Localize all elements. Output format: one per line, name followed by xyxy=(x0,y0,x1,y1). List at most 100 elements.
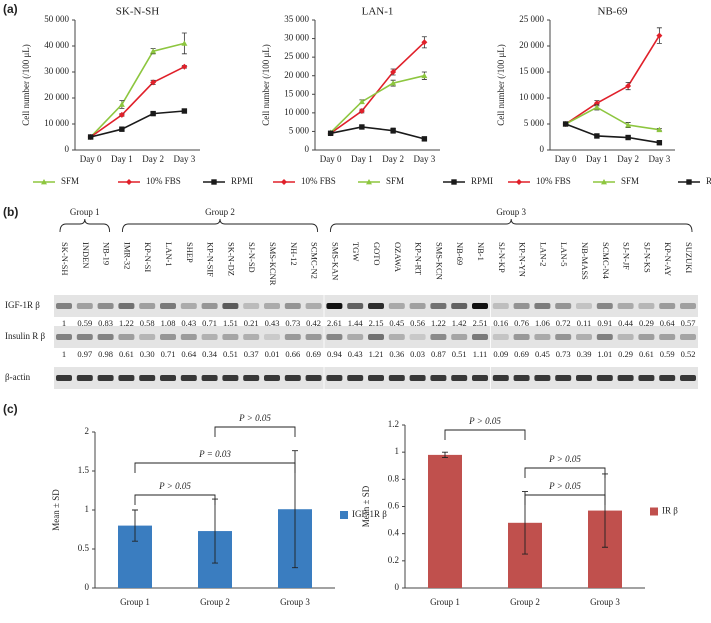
band-value: 0.58 xyxy=(140,318,155,328)
band xyxy=(160,303,176,309)
y-tick-label: 10 000 xyxy=(519,92,544,102)
band xyxy=(388,334,405,340)
band xyxy=(680,303,696,309)
band xyxy=(201,303,218,309)
y-tick-label: 5 000 xyxy=(524,118,545,128)
lane-label: NB-1 xyxy=(476,242,486,261)
membrane xyxy=(324,367,490,389)
band-value: 0.73 xyxy=(285,318,300,328)
marker xyxy=(118,111,125,118)
y-tick-label: 30 000 xyxy=(284,33,309,43)
band-value: 0.45 xyxy=(535,349,550,359)
y-tick-label: 10 000 xyxy=(284,107,309,117)
legend-swatch xyxy=(650,507,658,516)
band-value: 0.51 xyxy=(223,349,238,359)
band xyxy=(243,303,260,309)
group-label: Group 2 xyxy=(205,207,235,217)
band-value: 0.94 xyxy=(327,349,343,359)
p-value: P > 0.05 xyxy=(548,481,581,491)
y-axis-label: Cell number (/100 μL) xyxy=(496,44,506,126)
band-value: 0.91 xyxy=(597,318,612,328)
band xyxy=(97,334,114,340)
band-value: 0.21 xyxy=(244,318,259,328)
band xyxy=(264,375,280,381)
lane-label: KP-N-AY xyxy=(663,242,673,276)
band xyxy=(347,334,364,340)
band-value: 0.01 xyxy=(265,349,280,359)
marker xyxy=(390,127,396,134)
band-value: 0.43 xyxy=(348,349,363,359)
band xyxy=(472,334,488,340)
brace xyxy=(329,218,693,233)
lane-label: SJ-N-SD xyxy=(247,242,257,273)
band xyxy=(555,303,572,309)
band-value: 1.22 xyxy=(431,318,446,328)
band-value: 0.45 xyxy=(389,318,404,328)
marker xyxy=(421,39,428,46)
band xyxy=(160,375,176,381)
band-value: 0.09 xyxy=(493,349,508,359)
y-tick-label: 20 000 xyxy=(519,40,544,50)
band xyxy=(201,334,218,340)
marker xyxy=(181,63,188,70)
band xyxy=(180,375,197,381)
lane-label: SCMC-N4 xyxy=(601,242,611,280)
marker xyxy=(625,83,632,90)
band-value: 0.72 xyxy=(556,318,571,328)
membrane xyxy=(324,295,490,317)
y-tick-label: 35 000 xyxy=(284,14,309,24)
series-line xyxy=(90,110,185,138)
legend-label: IGF-1R β xyxy=(352,509,387,519)
band-value: 1.01 xyxy=(597,349,612,359)
y-tick-label: 0 xyxy=(65,144,70,154)
band xyxy=(118,334,135,340)
band-value: 0.71 xyxy=(202,318,217,328)
band-value: 0.57 xyxy=(681,318,696,328)
marker xyxy=(150,79,157,86)
lane-label: SJ-N-KS xyxy=(642,242,652,273)
band-value: 0.11 xyxy=(577,318,592,328)
band xyxy=(659,334,676,340)
marker xyxy=(601,179,607,185)
marker xyxy=(366,179,372,185)
band xyxy=(596,375,613,381)
p-value: P > 0.05 xyxy=(158,481,191,491)
membrane xyxy=(54,295,324,317)
p-value: P > 0.05 xyxy=(548,454,581,464)
lane-label: SCMC-N2 xyxy=(310,242,320,279)
band-value: 0.16 xyxy=(493,318,508,328)
band xyxy=(284,375,301,381)
marker xyxy=(181,40,188,46)
marker xyxy=(625,122,632,128)
band xyxy=(534,334,551,340)
x-tick-label: Day 2 xyxy=(142,154,164,164)
band xyxy=(76,334,93,340)
marker xyxy=(656,126,663,133)
chart-title: LAN-1 xyxy=(362,6,394,18)
y-tick-label: 20 000 xyxy=(284,70,309,80)
marker xyxy=(625,134,631,141)
band-value: 2.61 xyxy=(327,318,342,328)
band-value: 0.61 xyxy=(119,349,134,359)
x-tick-label: Day 0 xyxy=(320,154,342,164)
lane-label: SK-N-DZ xyxy=(226,242,236,276)
band-value: 0.87 xyxy=(431,349,446,359)
membrane xyxy=(490,295,698,317)
band xyxy=(534,303,551,309)
legend-label: RPMI xyxy=(231,176,253,186)
band xyxy=(243,375,260,381)
band-value: 1 xyxy=(62,318,66,328)
band xyxy=(430,334,447,340)
panel-label: (a) xyxy=(3,2,18,16)
band xyxy=(409,375,426,381)
marker xyxy=(87,134,94,140)
band xyxy=(409,303,426,309)
band-value: 0.59 xyxy=(660,349,675,359)
band xyxy=(680,375,696,381)
x-tick-label: Day 0 xyxy=(555,154,577,164)
y-tick-label: 0.6 xyxy=(388,501,400,511)
marker xyxy=(358,98,365,105)
row-label: Insulin R β xyxy=(5,331,46,341)
marker xyxy=(656,140,663,146)
band xyxy=(555,334,572,340)
